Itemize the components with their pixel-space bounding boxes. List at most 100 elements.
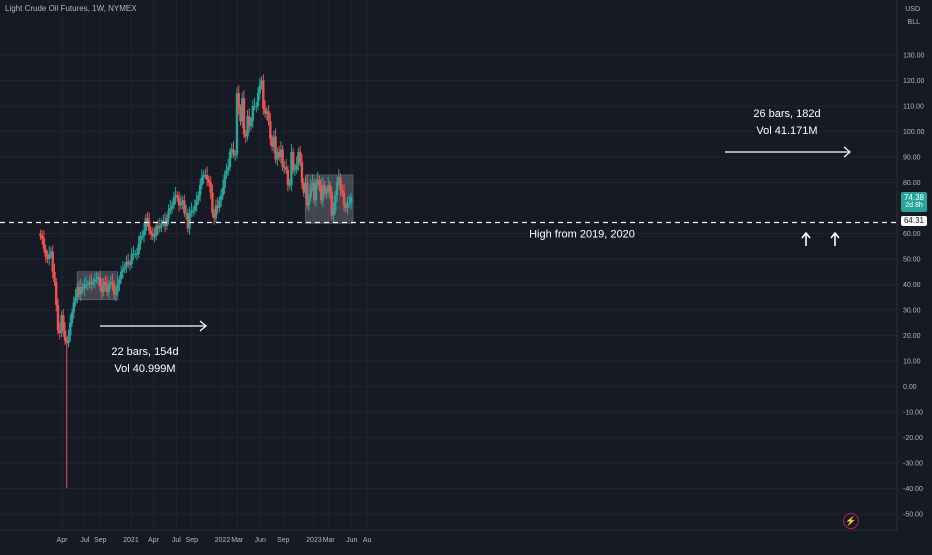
time-axis[interactable]: Apr Jul Sep 2021 Apr Jul Sep 2022 Mar Jun Sep 2023 M… — [0, 529, 897, 544]
candle-body — [193, 205, 197, 211]
candle-body — [297, 151, 300, 165]
candle-body — [344, 205, 347, 208]
candle-body — [197, 195, 200, 201]
candle-body — [69, 322, 72, 336]
x-tick-label: Sep — [94, 537, 107, 544]
candle-body — [290, 151, 293, 186]
candle-body — [155, 225, 158, 237]
x-tick-label: Au — [363, 537, 372, 544]
candle-body — [190, 210, 193, 214]
candle-body — [314, 185, 318, 201]
candle-body — [40, 236, 44, 239]
candle-body — [228, 151, 232, 168]
annotations: High from 2019, 2020 22 bars, 154d Vol 40.… — [0, 108, 897, 375]
candle-body — [342, 192, 346, 206]
candle-body — [151, 233, 154, 237]
candle-body — [214, 205, 218, 219]
x-tick-label: 2023 — [306, 537, 322, 544]
unit-label[interactable]: BLL — [907, 19, 920, 26]
y-tick-label: -40.00 — [903, 486, 923, 493]
candle-body — [346, 202, 349, 208]
x-tick-label: Mar — [323, 537, 336, 544]
candle-body — [77, 287, 81, 295]
candle-body — [276, 151, 279, 160]
candle-body — [291, 151, 295, 170]
candle-body — [91, 281, 95, 285]
candle-body — [65, 340, 68, 344]
y-tick-label: 0.00 — [903, 384, 917, 391]
candle-body — [97, 276, 100, 280]
box2-volume-label: Vol 41.171M — [756, 125, 817, 137]
candle-body — [121, 269, 125, 272]
currency-label[interactable]: USD — [905, 6, 920, 13]
candle-body — [60, 315, 63, 333]
candle-body — [137, 243, 140, 254]
candle-body — [98, 276, 102, 288]
candle-body — [74, 297, 77, 303]
candle-body — [272, 136, 276, 147]
candle-body — [191, 210, 195, 212]
candle-body — [116, 284, 119, 293]
candle-body — [177, 197, 181, 206]
up-arrow-2-head — [830, 231, 840, 239]
box2-bars-label: 26 bars, 182d — [753, 108, 820, 120]
candle-body — [251, 106, 254, 122]
candle-body — [318, 179, 321, 186]
candle-body — [320, 185, 323, 201]
candle-body — [100, 287, 104, 293]
candle-body — [46, 256, 49, 259]
lightning-logo-icon[interactable]: ⚡ — [843, 513, 859, 529]
last-price-value: 74.38 — [903, 193, 925, 202]
price-axis[interactable]: 130.00120.00110.00100.0090.0080.0070.006… — [896, 0, 925, 530]
box1-bars-label: 22 bars, 154d — [111, 346, 178, 358]
candle-body — [239, 108, 242, 122]
candle-body — [255, 106, 258, 107]
y-tick-label: 10.00 — [903, 359, 921, 366]
candle-body — [200, 177, 204, 186]
candle-body — [126, 261, 130, 265]
candle-body — [76, 287, 79, 298]
candle-body — [204, 174, 207, 176]
candle-body — [144, 218, 147, 231]
candle-body — [221, 187, 225, 196]
candle-body — [337, 177, 340, 183]
candle-body — [83, 284, 86, 290]
range-arrow-2-head — [843, 146, 851, 158]
candle-body — [114, 292, 118, 295]
x-tick-label: Jun — [255, 537, 266, 544]
candle-body — [132, 253, 135, 255]
candle-body — [341, 190, 344, 193]
symbol-legend[interactable]: Light Crude Oil Futures, 1W, NYMEX — [5, 4, 137, 13]
x-tick-label: 2022 — [215, 537, 231, 544]
candle-body — [188, 213, 191, 229]
candle-body — [349, 196, 353, 203]
candle-body — [248, 116, 251, 127]
candle-body — [111, 281, 114, 285]
candle-body — [195, 200, 198, 206]
candle-body — [107, 284, 111, 293]
line-price-tag: 64.31 — [901, 216, 927, 226]
x-tick-label: Jul — [80, 537, 89, 544]
candle-body — [305, 182, 309, 206]
candle-body — [269, 121, 272, 140]
range-arrow-1-head — [199, 320, 207, 332]
candle-body — [186, 213, 190, 229]
candle-body — [211, 192, 214, 214]
y-tick-label: 40.00 — [903, 282, 921, 289]
x-tick-label: Jul — [172, 537, 181, 544]
y-tick-label: -10.00 — [903, 410, 923, 417]
candle-body — [139, 236, 142, 244]
candle-body — [63, 330, 67, 341]
x-tick-label: Jun — [346, 537, 357, 544]
candle-body — [316, 179, 319, 186]
candle-body — [274, 136, 277, 160]
candle-body — [293, 169, 297, 171]
candle-body — [184, 213, 188, 215]
candle-body — [244, 134, 247, 137]
candle-body — [102, 281, 105, 293]
candle-body — [42, 238, 46, 249]
candle-body — [112, 284, 116, 295]
candle-body — [218, 200, 221, 208]
